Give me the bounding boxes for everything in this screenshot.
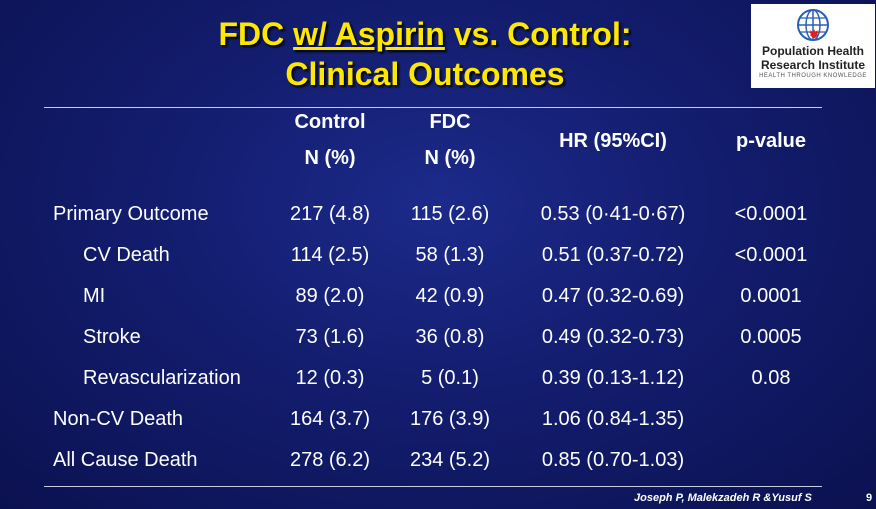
header-fdc-unit: N (%) <box>424 147 476 169</box>
cell-p-value: 0.0005 <box>740 326 802 348</box>
title-vs-control: vs. Control: <box>444 16 632 52</box>
table-row: Non-CV Death 164 (3.7) 176 (3.9) 1.06 (0… <box>0 399 876 439</box>
cell-hr: 1.06 (0.84-1.35) <box>541 408 685 430</box>
logo-line-1: Population Health <box>762 44 864 58</box>
table-row: MI 89 (2.0) 42 (0.9) 0.47 (0.32-0.69) 0.… <box>0 276 876 316</box>
cell-fdc: 58 (1.3) <box>415 244 485 266</box>
logo-line-2: Research Institute <box>760 58 866 72</box>
row-label: Primary Outcome <box>53 203 209 225</box>
table-row: Stroke 73 (1.6) 36 (0.8) 0.49 (0.32-0.73… <box>0 317 876 357</box>
header-control-unit: N (%) <box>304 147 356 169</box>
row-label: CV Death <box>83 244 170 266</box>
page-number: 9 <box>866 492 873 504</box>
title-clinical-outcomes: Clinical Outcomes <box>285 56 565 92</box>
footer-authors: Joseph P, Malekzadeh R &Yusuf S <box>634 492 812 504</box>
cell-fdc: 42 (0.9) <box>415 285 485 307</box>
globe-maple-leaf-icon <box>797 9 829 41</box>
title-fdc: FDC <box>218 16 294 52</box>
cell-fdc: 5 (0.1) <box>421 367 479 389</box>
cell-control: 73 (1.6) <box>295 326 365 348</box>
cell-p-value: <0.0001 <box>734 244 808 266</box>
row-label: All Cause Death <box>53 449 198 471</box>
header-p-value: p-value <box>735 130 807 152</box>
title-aspirin: w/ Aspirin <box>293 16 445 52</box>
header-fdc: FDC N (%) <box>402 104 498 176</box>
cell-fdc: 115 (2.6) <box>410 203 490 225</box>
table-top-rule <box>44 107 822 108</box>
cell-fdc: 234 (5.2) <box>409 449 491 471</box>
cell-control: 278 (6.2) <box>289 449 371 471</box>
header-fdc-label: FDC <box>429 111 471 133</box>
table-bottom-rule <box>44 486 822 487</box>
institute-logo: Population Health Research Institute HEA… <box>751 4 875 88</box>
cell-control: 164 (3.7) <box>289 408 371 430</box>
table-row: Primary Outcome 217 (4.8) 115 (2.6) 0.53… <box>0 194 876 234</box>
cell-control: 217 (4.8) <box>289 203 371 225</box>
logo-tagline: HEALTH THROUGH KNOWLEDGE <box>759 73 867 79</box>
row-label: Non-CV Death <box>53 408 184 430</box>
row-label: Revascularization <box>83 367 241 389</box>
cell-hr: 0.53 (0·41-0·67) <box>540 203 686 225</box>
cell-hr: 0.85 (0.70-1.03) <box>541 449 685 471</box>
cell-hr: 0.49 (0.32-0.73) <box>541 326 685 348</box>
cell-p-value: 0.08 <box>751 367 791 389</box>
cell-hr: 0.39 (0.13-1.12) <box>541 367 685 389</box>
slide-title: FDC w/ Aspirin vs. Control: Clinical Out… <box>180 14 670 94</box>
header-control: Control N (%) <box>280 104 380 176</box>
cell-control: 89 (2.0) <box>295 285 365 307</box>
table-row: Revascularization 12 (0.3) 5 (0.1) 0.39 … <box>0 358 876 398</box>
cell-p-value: 0.0001 <box>740 285 802 307</box>
cell-hr: 0.51 (0.37-0.72) <box>541 244 685 266</box>
header-control-label: Control <box>294 111 366 133</box>
row-label: MI <box>83 285 106 307</box>
cell-hr: 0.47 (0.32-0.69) <box>541 285 685 307</box>
table-row: All Cause Death 278 (6.2) 234 (5.2) 0.85… <box>0 440 876 480</box>
row-label: Stroke <box>83 326 141 348</box>
cell-control: 12 (0.3) <box>295 367 365 389</box>
table-row: CV Death 114 (2.5) 58 (1.3) 0.51 (0.37-0… <box>0 235 876 275</box>
cell-fdc: 36 (0.8) <box>415 326 485 348</box>
header-hr: HR (95%CI) <box>559 130 667 152</box>
cell-control: 114 (2.5) <box>290 244 370 266</box>
cell-fdc: 176 (3.9) <box>409 408 491 430</box>
cell-p-value: <0.0001 <box>734 203 808 225</box>
